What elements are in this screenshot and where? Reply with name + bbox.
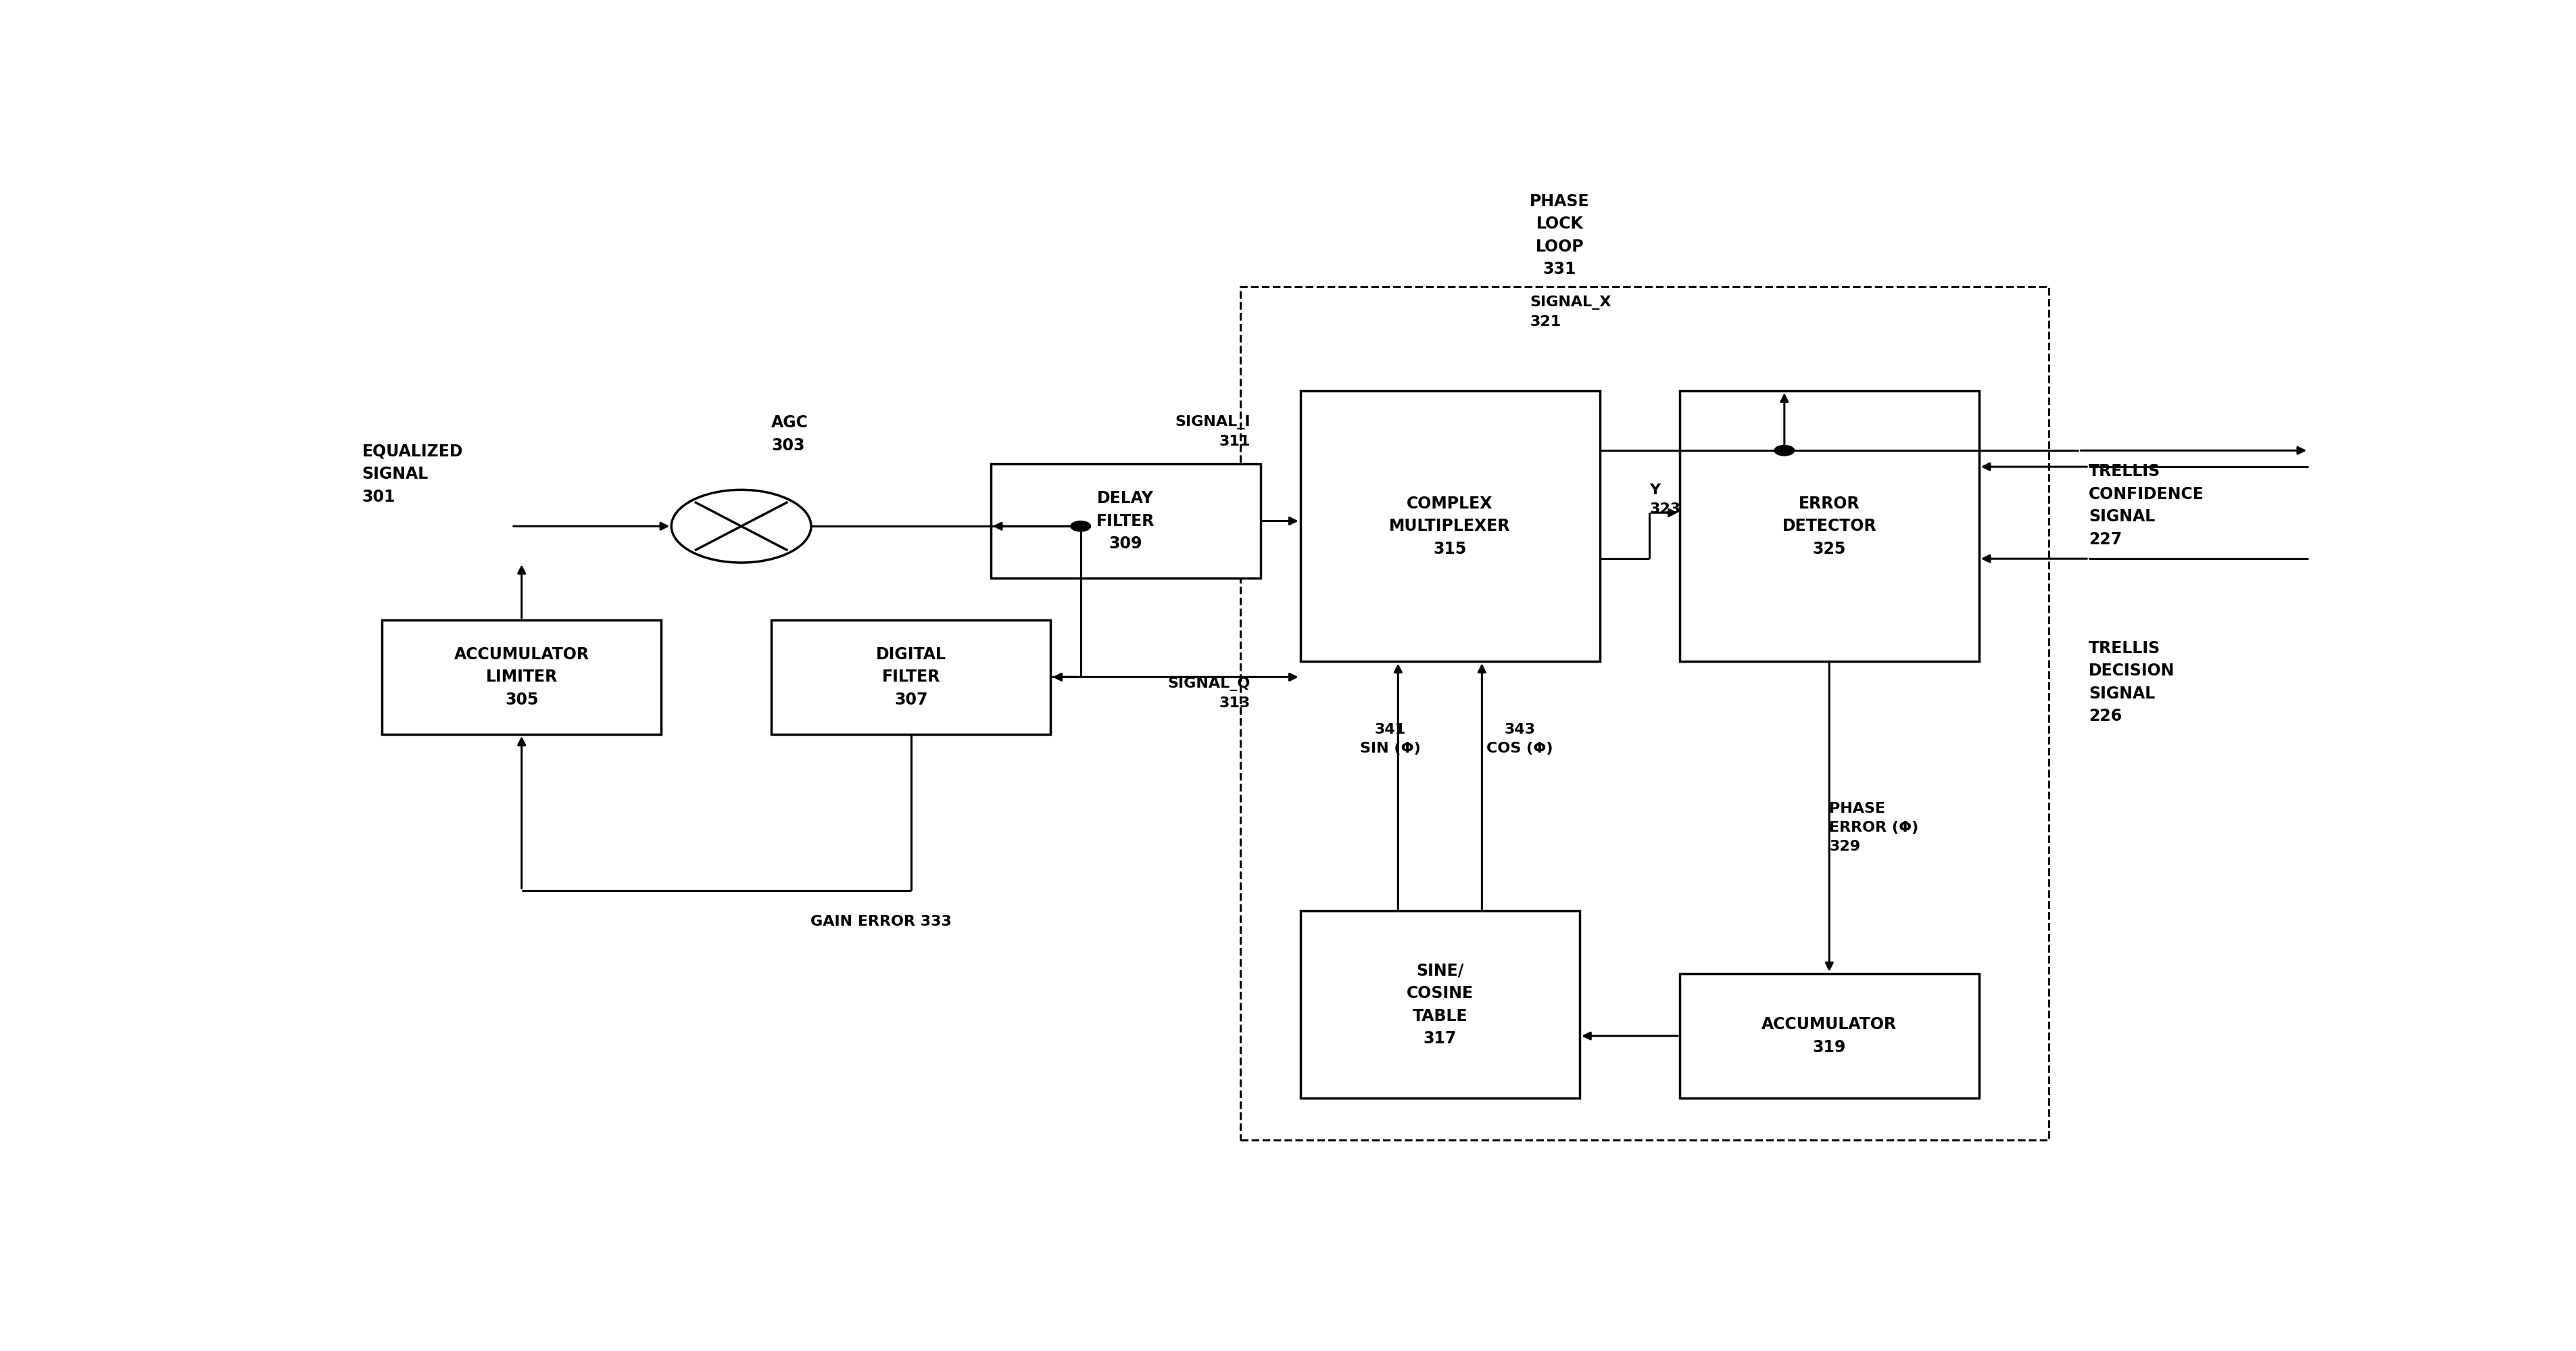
Text: ERROR
DETECTOR
325: ERROR DETECTOR 325 — [1783, 496, 1875, 557]
Text: TRELLIS
DECISION
SIGNAL
226: TRELLIS DECISION SIGNAL 226 — [2089, 640, 2174, 724]
Circle shape — [1072, 521, 1090, 531]
Text: ACCUMULATOR
LIMITER
305: ACCUMULATOR LIMITER 305 — [453, 646, 590, 708]
Text: PHASE
ERROR (Φ)
329: PHASE ERROR (Φ) 329 — [1829, 802, 1919, 854]
Text: Y
323: Y 323 — [1649, 484, 1680, 516]
Text: TRELLIS
CONFIDENCE
SIGNAL
227: TRELLIS CONFIDENCE SIGNAL 227 — [2089, 463, 2205, 547]
Text: SINE/
COSINE
TABLE
317: SINE/ COSINE TABLE 317 — [1406, 963, 1473, 1047]
Text: AGC
303: AGC 303 — [770, 415, 809, 454]
FancyBboxPatch shape — [1680, 390, 1978, 662]
Text: SIGNAL_I
311: SIGNAL_I 311 — [1175, 415, 1249, 449]
Text: GAIN ERROR 333: GAIN ERROR 333 — [811, 915, 951, 928]
Text: COMPLEX
MULTIPLEXER
315: COMPLEX MULTIPLEXER 315 — [1388, 496, 1510, 557]
Text: SIGNAL_X
321: SIGNAL_X 321 — [1530, 296, 1610, 328]
FancyBboxPatch shape — [381, 620, 662, 735]
Text: DELAY
FILTER
309: DELAY FILTER 309 — [1097, 490, 1154, 551]
Text: SIGNAL_Q
313: SIGNAL_Q 313 — [1167, 677, 1249, 711]
Text: ACCUMULATOR
319: ACCUMULATOR 319 — [1762, 1016, 1896, 1055]
Circle shape — [672, 490, 811, 562]
FancyBboxPatch shape — [1301, 911, 1579, 1098]
Circle shape — [1775, 446, 1795, 455]
FancyBboxPatch shape — [1680, 974, 1978, 1098]
Text: PHASE
LOCK
LOOP
331: PHASE LOCK LOOP 331 — [1530, 193, 1589, 277]
FancyBboxPatch shape — [770, 620, 1051, 735]
Text: 343
COS (Φ): 343 COS (Φ) — [1486, 723, 1553, 755]
Text: EQUALIZED
SIGNAL
301: EQUALIZED SIGNAL 301 — [361, 443, 464, 505]
Text: 341
SIN (Φ): 341 SIN (Φ) — [1360, 723, 1419, 755]
Text: DIGITAL
FILTER
307: DIGITAL FILTER 307 — [876, 646, 945, 708]
FancyBboxPatch shape — [992, 463, 1260, 578]
FancyBboxPatch shape — [1301, 390, 1600, 662]
